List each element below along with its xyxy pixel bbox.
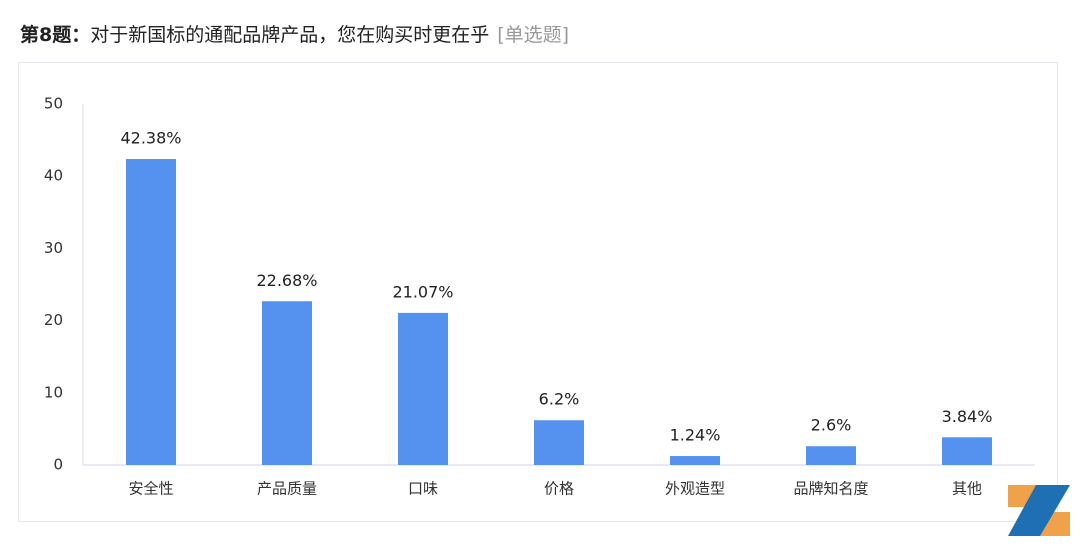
bar [670, 456, 720, 465]
logo-slash [1008, 485, 1070, 536]
value-label: 42.38% [120, 129, 181, 148]
x-tick-label: 外观造型 [665, 480, 725, 498]
x-tick-label: 价格 [544, 480, 574, 498]
y-tick-label: 50 [44, 95, 63, 113]
x-tick-label: 口味 [408, 480, 438, 498]
question-title: 第8题：对于新国标的通配品牌产品，您在购买时更在乎 [单选题] [20, 20, 569, 47]
y-tick-label: 20 [44, 311, 63, 329]
x-tick-label: 安全性 [128, 480, 173, 498]
value-label: 21.07% [392, 282, 453, 301]
value-label: 22.68% [256, 271, 317, 290]
y-tick-label: 40 [44, 167, 63, 185]
bar [398, 312, 448, 465]
value-label: 1.24% [670, 426, 721, 445]
value-label: 6.2% [539, 390, 580, 409]
question-number: 第8题： [20, 24, 91, 46]
x-tick-label: 产品质量 [257, 480, 317, 498]
y-tick-label: 10 [44, 383, 63, 401]
bar [262, 301, 312, 465]
x-tick-label: 品牌知名度 [793, 480, 868, 498]
chart-frame [18, 62, 1058, 522]
x-tick-label: 其他 [952, 480, 982, 498]
logo [1008, 485, 1070, 536]
value-label: 2.6% [811, 416, 852, 435]
bar [942, 437, 992, 465]
bar [126, 159, 176, 465]
bar [534, 420, 584, 465]
y-tick-label: 30 [44, 239, 63, 257]
value-label: 3.84% [942, 407, 993, 426]
bar [806, 446, 856, 465]
question-text: 对于新国标的通配品牌产品，您在购买时更在乎 [90, 24, 490, 46]
question-type: [单选题] [497, 24, 570, 46]
y-tick-label: 0 [53, 456, 63, 474]
